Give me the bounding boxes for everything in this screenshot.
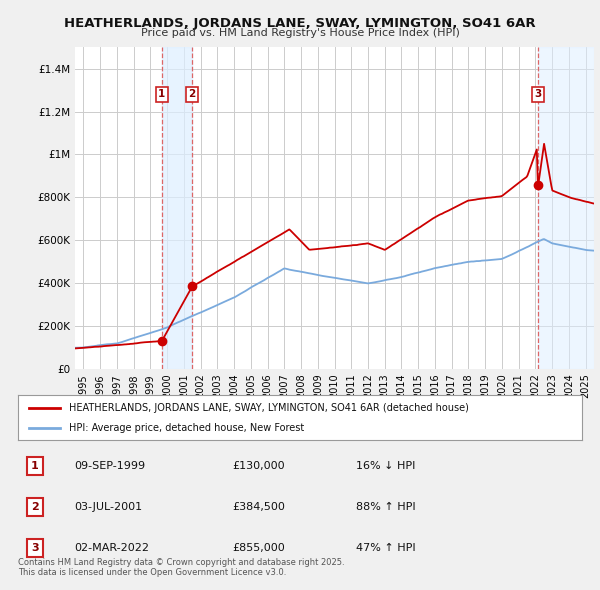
Text: 88% ↑ HPI: 88% ↑ HPI <box>356 502 416 512</box>
Text: 47% ↑ HPI: 47% ↑ HPI <box>356 543 416 553</box>
Text: 03-JUL-2001: 03-JUL-2001 <box>74 502 143 512</box>
Text: Contains HM Land Registry data © Crown copyright and database right 2025.
This d: Contains HM Land Registry data © Crown c… <box>18 558 344 577</box>
Text: 2: 2 <box>31 502 39 512</box>
Text: 2: 2 <box>188 89 196 99</box>
Text: HPI: Average price, detached house, New Forest: HPI: Average price, detached house, New … <box>69 424 304 434</box>
Text: 16% ↓ HPI: 16% ↓ HPI <box>356 461 416 471</box>
Text: HEATHERLANDS, JORDANS LANE, SWAY, LYMINGTON, SO41 6AR: HEATHERLANDS, JORDANS LANE, SWAY, LYMING… <box>64 17 536 30</box>
Text: 02-MAR-2022: 02-MAR-2022 <box>74 543 149 553</box>
Text: 3: 3 <box>535 89 542 99</box>
Text: 1: 1 <box>31 461 39 471</box>
Text: Price paid vs. HM Land Registry's House Price Index (HPI): Price paid vs. HM Land Registry's House … <box>140 28 460 38</box>
Bar <box>162 47 192 369</box>
Text: £130,000: £130,000 <box>232 461 285 471</box>
Text: HEATHERLANDS, JORDANS LANE, SWAY, LYMINGTON, SO41 6AR (detached house): HEATHERLANDS, JORDANS LANE, SWAY, LYMING… <box>69 403 469 412</box>
Text: 09-SEP-1999: 09-SEP-1999 <box>74 461 146 471</box>
Bar <box>538 47 594 369</box>
Text: 1: 1 <box>158 89 166 99</box>
Text: £855,000: £855,000 <box>232 543 285 553</box>
Text: 3: 3 <box>31 543 39 553</box>
Text: £384,500: £384,500 <box>232 502 285 512</box>
